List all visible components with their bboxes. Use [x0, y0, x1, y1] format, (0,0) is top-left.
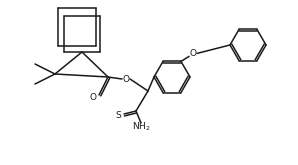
- Text: O: O: [190, 49, 196, 58]
- Text: NH$_2$: NH$_2$: [132, 121, 150, 133]
- Text: O: O: [89, 93, 97, 101]
- Text: S: S: [115, 111, 121, 119]
- Text: O: O: [122, 75, 130, 83]
